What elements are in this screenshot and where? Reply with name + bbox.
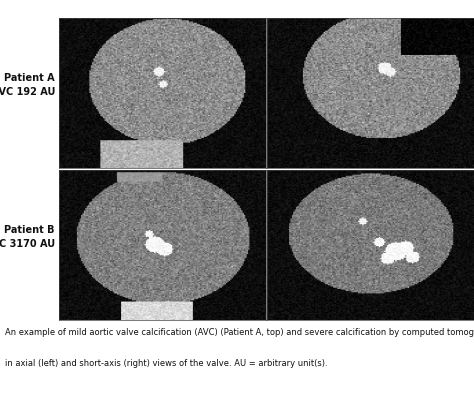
Text: Patient A
CT-AVC 192 AU: Patient A CT-AVC 192 AU xyxy=(0,73,55,97)
Text: An example of mild aortic valve calcification (AVC) (Patient A, top) and severe : An example of mild aortic valve calcific… xyxy=(5,328,474,337)
Text: Patient B
CT-AVC 3170 AU: Patient B CT-AVC 3170 AU xyxy=(0,225,55,250)
Text: in axial (left) and short-axis (right) views of the valve. AU = arbitrary unit(s: in axial (left) and short-axis (right) v… xyxy=(5,359,328,368)
